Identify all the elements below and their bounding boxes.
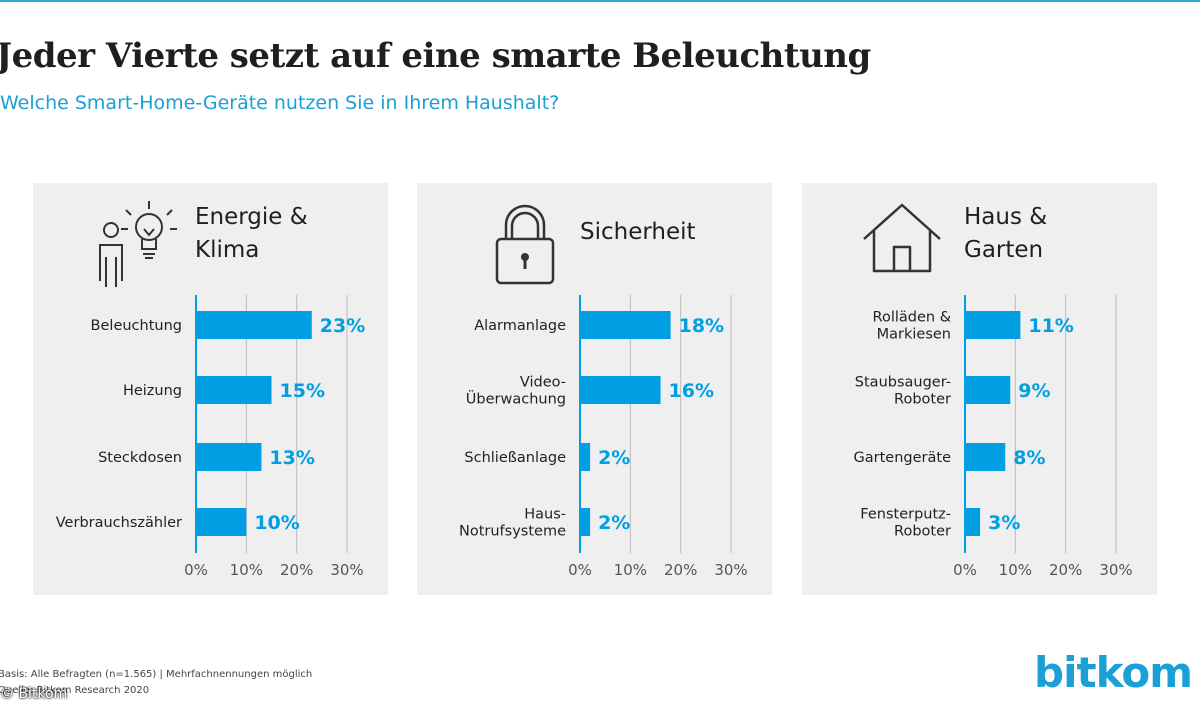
- tick-label: 30%: [1099, 561, 1132, 579]
- bar: [196, 311, 312, 339]
- category-label: Beleuchtung: [91, 318, 182, 334]
- person-lightbulb-icon: [99, 201, 177, 287]
- tick-label: 0%: [184, 561, 208, 579]
- category-label: Verbrauchszähler: [56, 515, 182, 531]
- house-icon: [863, 203, 941, 273]
- bar: [196, 376, 272, 404]
- padlock-icon: [495, 204, 555, 285]
- data-label: 2%: [598, 447, 630, 469]
- chart-panel-sicherheit: Sicherheit 0% 10% 20% 30% 18% Alarmanlage 16% V…: [417, 183, 772, 595]
- tick-label: 10%: [999, 561, 1032, 579]
- category-label: Gartengeräte: [854, 450, 952, 466]
- top-accent-line: [0, 0, 1200, 2]
- data-label: 10%: [254, 512, 299, 534]
- footnote-basis: Basis: Alle Befragten (n=1.565) | Mehrfa…: [0, 669, 313, 680]
- bitkom-logo: bitkom: [1034, 648, 1193, 697]
- tick-label: 20%: [664, 561, 697, 579]
- copyright: © Bitkom: [0, 686, 68, 702]
- category-label: Haus-Notrufsysteme: [459, 507, 566, 540]
- data-label: 13%: [269, 447, 314, 469]
- bar: [580, 376, 661, 404]
- data-label: 8%: [1013, 447, 1045, 469]
- tick-label: 20%: [1049, 561, 1082, 579]
- footnote: Basis: Alle Befragten (n=1.565) | Mehrfa…: [0, 667, 312, 699]
- category-label: Video-Überwachung: [466, 375, 566, 408]
- footnote-source: Quelle: Bitkom Research 2020: [0, 685, 150, 696]
- tick-label: 0%: [953, 561, 977, 579]
- bar: [965, 311, 1021, 339]
- category-label: Steckdosen: [98, 450, 182, 466]
- bar-chart-haus-garten: 0% 10% 20% 30% 11% Rolläden & Markiesen 9% Staub…: [854, 295, 1133, 579]
- category-label: Heizung: [123, 383, 182, 399]
- data-label: 23%: [320, 315, 365, 337]
- chart-panel-energie-klima: Energie & Klima 0% 10% 20% 30% 23% Beleuchtun…: [33, 183, 388, 595]
- data-label: 16%: [669, 380, 714, 402]
- panel-title: Energie & Klima: [195, 204, 308, 263]
- bar-chart-sicherheit: 0% 10% 20% 30% 18% Alarmanlage 16% Video-Überwa…: [459, 295, 748, 579]
- bar-chart-energie-klima: 0% 10% 20% 30% 23% Beleuchtung 15% Heizung 13% St…: [56, 295, 365, 579]
- tick-label: 30%: [330, 561, 363, 579]
- bar: [196, 508, 247, 536]
- bar: [965, 508, 981, 536]
- bar: [196, 443, 262, 471]
- bar: [580, 443, 591, 471]
- bar: [965, 443, 1006, 471]
- tick-label: 10%: [230, 561, 263, 579]
- tick-label: 10%: [614, 561, 647, 579]
- tick-label: 20%: [280, 561, 313, 579]
- data-label: 11%: [1028, 315, 1073, 337]
- data-label: 3%: [988, 512, 1020, 534]
- tick-label: 30%: [714, 561, 747, 579]
- page-subtitle: Welche Smart-Home-Geräte nutzen Sie in I…: [0, 92, 560, 114]
- category-label: Staubsauger-Roboter: [855, 375, 951, 408]
- bar: [580, 311, 671, 339]
- category-label: Fensterputz-Roboter: [860, 507, 951, 540]
- bar: [965, 376, 1011, 404]
- category-label: Rolläden & Markiesen: [873, 310, 951, 343]
- chart-panel-haus-garten: Haus & Garten 0% 10% 20% 30% 11% Rolläden & Ma…: [802, 183, 1157, 595]
- data-label: 2%: [598, 512, 630, 534]
- category-label: Schließanlage: [464, 450, 566, 466]
- bar: [580, 508, 591, 536]
- data-label: 9%: [1018, 380, 1050, 402]
- panel-title: Haus & Garten: [964, 204, 1048, 263]
- data-label: 15%: [280, 380, 325, 402]
- category-label: Alarmanlage: [474, 318, 566, 334]
- tick-label: 0%: [568, 561, 592, 579]
- panel-title: Sicherheit: [580, 219, 696, 245]
- data-label: 18%: [679, 315, 724, 337]
- page-title: Jeder Vierte setzt auf eine smarte Beleu…: [0, 36, 871, 76]
